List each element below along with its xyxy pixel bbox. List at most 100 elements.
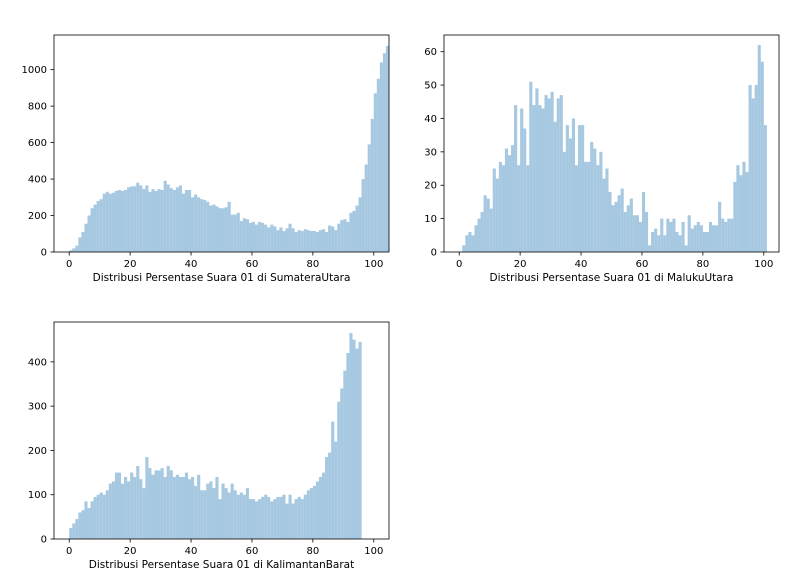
histogram-bar bbox=[136, 182, 140, 252]
x-tick-label: 40 bbox=[575, 259, 588, 270]
histogram-bar bbox=[184, 190, 189, 252]
histogram-bar bbox=[501, 165, 505, 252]
histogram-bar bbox=[258, 499, 262, 539]
histogram-bar bbox=[297, 496, 301, 539]
histogram-bar bbox=[212, 204, 216, 252]
histogram-bar bbox=[102, 193, 106, 252]
histogram-bar bbox=[96, 494, 100, 539]
histogram-bar bbox=[681, 221, 685, 252]
histogram-bar bbox=[245, 219, 249, 252]
histogram-bar bbox=[632, 215, 636, 252]
histogram-bar bbox=[611, 205, 615, 252]
histogram-bar bbox=[139, 479, 143, 539]
histogram-bar bbox=[124, 190, 128, 252]
histogram-bar bbox=[206, 201, 210, 252]
histogram-panel-2: 0 20 40 60 80 100 0 10 20 30 40 50 60 Distribusi Pers… bbox=[424, 34, 780, 284]
x-axis-label: Distribusi Persentase Suara 01 di Kalima… bbox=[89, 559, 354, 571]
histogram-bar bbox=[587, 161, 591, 252]
histogram-bar bbox=[200, 490, 204, 539]
histogram-bar bbox=[160, 190, 164, 252]
histogram-bar bbox=[230, 214, 234, 252]
histogram-bar bbox=[194, 485, 198, 539]
histogram-bar bbox=[291, 503, 295, 539]
histogram-bar bbox=[379, 62, 383, 252]
histogram-bar bbox=[181, 193, 186, 252]
histogram-bar bbox=[754, 85, 758, 252]
histogram-bar bbox=[322, 472, 326, 539]
histogram-bar bbox=[169, 188, 173, 252]
histogram-bar bbox=[276, 230, 280, 252]
histogram-bar bbox=[114, 472, 119, 539]
histogram-bar bbox=[541, 108, 545, 252]
histogram-bars bbox=[69, 45, 390, 252]
histogram-bar bbox=[309, 488, 313, 539]
histogram-bar bbox=[255, 501, 259, 539]
histogram-bar bbox=[346, 353, 350, 539]
histogram-bar bbox=[721, 218, 725, 252]
histogram-bar bbox=[142, 488, 146, 539]
y-tick-label: 60 bbox=[424, 47, 437, 58]
histogram-bar bbox=[318, 230, 323, 252]
histogram-bar bbox=[242, 218, 246, 252]
histogram-bar bbox=[105, 191, 109, 252]
histogram-bar bbox=[111, 481, 115, 539]
y-tick-label: 800 bbox=[28, 102, 47, 113]
histogram-bar bbox=[629, 198, 633, 252]
histogram-bar bbox=[599, 151, 603, 252]
histogram-bar bbox=[715, 225, 719, 252]
histogram-bar bbox=[325, 457, 329, 539]
histogram-bar bbox=[69, 527, 73, 539]
histogram-bar bbox=[325, 231, 329, 252]
histogram-bar bbox=[334, 441, 338, 539]
histogram-bar bbox=[538, 105, 542, 252]
histogram-bar bbox=[197, 474, 201, 539]
histogram-bar bbox=[227, 492, 231, 539]
histogram-bar bbox=[699, 225, 703, 252]
histogram-bar bbox=[197, 197, 201, 252]
histogram-bar bbox=[294, 231, 298, 252]
histogram-bar bbox=[574, 165, 579, 252]
histogram-bar bbox=[349, 333, 353, 539]
x-tick-label: 100 bbox=[364, 546, 383, 557]
histogram-bar bbox=[343, 219, 347, 252]
histogram-bar bbox=[712, 225, 716, 252]
histogram-bar bbox=[315, 231, 320, 252]
histogram-bar bbox=[154, 470, 158, 539]
histogram-bar bbox=[690, 228, 694, 252]
histogram-bar bbox=[69, 250, 73, 252]
histogram-bar bbox=[492, 168, 496, 252]
histogram-bar bbox=[376, 78, 380, 252]
histogram-bar bbox=[264, 494, 268, 539]
histogram-bar bbox=[166, 465, 170, 539]
histogram-bar bbox=[169, 470, 173, 539]
histogram-bar bbox=[288, 223, 292, 252]
histogram-bar bbox=[651, 231, 655, 252]
histogram-bar bbox=[154, 190, 158, 252]
histogram-bar bbox=[559, 95, 563, 252]
x-axis-label: Distribusi Persentase Suara 01 di Maluku… bbox=[490, 272, 734, 284]
histogram-bar bbox=[72, 248, 76, 252]
histogram-bar bbox=[261, 496, 265, 539]
histogram-bar bbox=[130, 186, 134, 252]
y-tick-label: 600 bbox=[28, 138, 47, 149]
histogram-bar bbox=[666, 218, 670, 252]
histogram-bar bbox=[745, 171, 749, 252]
histogram-bar bbox=[526, 165, 530, 252]
histogram-bar bbox=[373, 93, 377, 252]
x-tick-label: 0 bbox=[456, 259, 462, 270]
histogram-bar bbox=[571, 118, 576, 253]
histogram-bar bbox=[675, 231, 679, 252]
histogram-bar bbox=[194, 194, 198, 252]
histogram-bar bbox=[748, 85, 752, 252]
histogram-bar bbox=[648, 245, 652, 252]
histogram-bar bbox=[184, 472, 189, 539]
histogram-bar bbox=[267, 496, 271, 539]
histogram-bar bbox=[309, 231, 313, 252]
histogram-bar bbox=[191, 477, 195, 539]
histogram-bar bbox=[687, 215, 691, 252]
histogram-bar bbox=[175, 474, 179, 539]
histogram-bar bbox=[114, 190, 119, 252]
histogram-bar bbox=[532, 105, 536, 252]
histogram-bar bbox=[669, 221, 673, 252]
